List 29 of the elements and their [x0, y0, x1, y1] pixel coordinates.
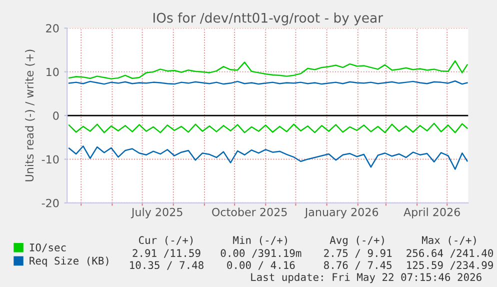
text: Last update: Fri May 22 07:15:46 2026: [251, 272, 482, 284]
x-tick-label: July 2025: [130, 208, 182, 218]
text: Max (-/+): [422, 236, 476, 246]
y-tick-label: -10: [42, 155, 59, 164]
text: 10.35 / 7.48: [130, 261, 204, 270]
y-tick-label: 20: [46, 24, 59, 33]
text: Min (-/+): [233, 236, 287, 246]
x-tick-label: October 2025: [212, 208, 287, 216]
text: Cur (-/+): [138, 236, 193, 246]
line-series: [68, 122, 468, 134]
text: 2.91 /11.59: [132, 249, 200, 258]
line-series: [68, 60, 468, 80]
chart-title: IOs for /dev/ntt01-vg/root - by year: [154, 12, 384, 26]
y-tick-label: -20: [42, 198, 59, 208]
y-axis-title: Units read (-) / write (+): [25, 50, 35, 182]
text: 256.64 /241.40: [406, 249, 494, 258]
text: 125.59 /234.99: [407, 261, 493, 270]
y-tick-label: 10: [46, 68, 59, 76]
text: 8.76 / 7.45: [324, 261, 392, 270]
text: Avg (-/+): [330, 236, 384, 246]
legend-label: Req Size (KB): [30, 256, 108, 267]
text: 2.75 / 9.91: [324, 249, 392, 258]
x-tick-label: January 2026: [304, 208, 378, 218]
text: 0.00 /391.19m: [220, 249, 302, 258]
legend-label: IO/sec: [30, 244, 66, 252]
x-tick-label: April 2026: [404, 208, 460, 218]
line-series: [68, 145, 468, 170]
y-tick-label: 0: [53, 111, 59, 120]
text: 0.00 / 4.16: [227, 261, 295, 270]
